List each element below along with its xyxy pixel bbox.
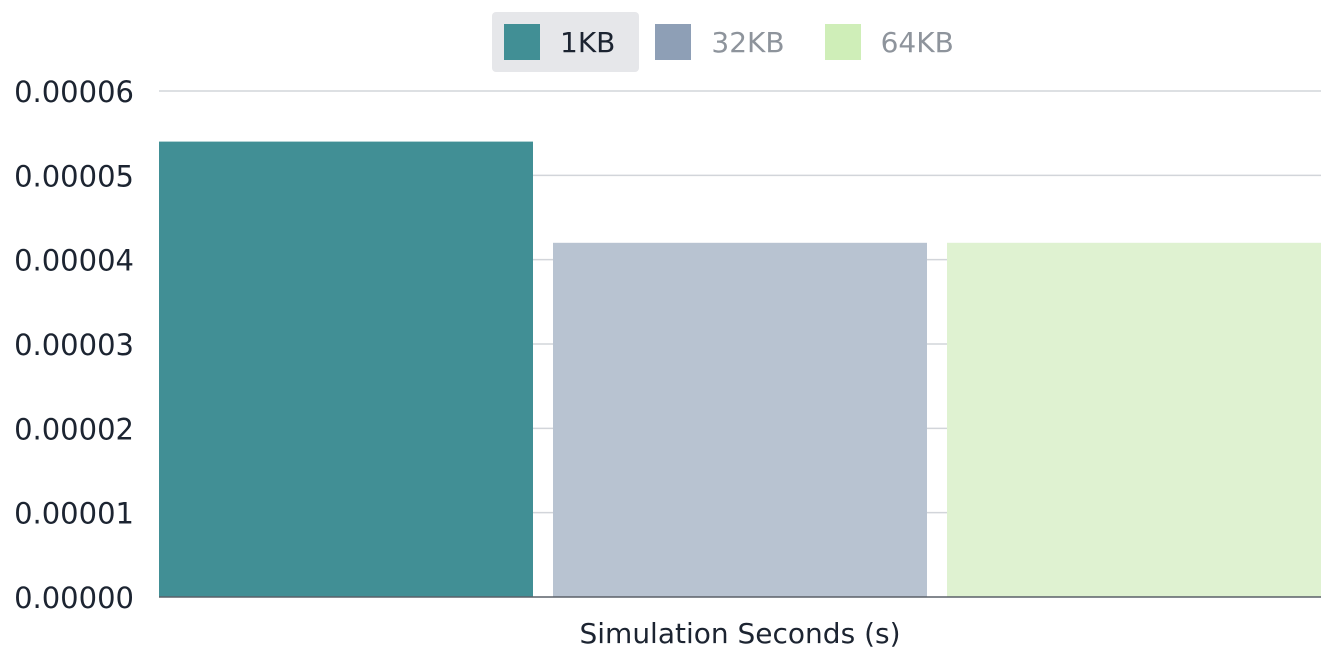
legend-swatch-1kb [504, 24, 540, 60]
y-tick-label: 0.00004 [14, 244, 134, 278]
legend-swatch-64kb [824, 24, 861, 60]
y-tick-label: 0.00000 [14, 581, 134, 615]
legend-item-32kb[interactable]: 32KB [643, 12, 808, 72]
legend: 1KB 32KB 64KB [492, 12, 982, 72]
bars [159, 141, 1321, 598]
bar-64kb[interactable] [947, 242, 1321, 598]
x-axis-label: Simulation Seconds (s) [579, 617, 900, 650]
legend-item-64kb[interactable]: 64KB [813, 12, 978, 72]
bar-32kb[interactable] [553, 242, 927, 598]
legend-swatch-32kb [655, 24, 692, 60]
legend-label-64kb: 64KB [880, 25, 954, 59]
y-tick-label: 0.00006 [14, 75, 134, 109]
legend-item-1kb[interactable]: 1KB [492, 12, 640, 72]
legend-label-32kb: 32KB [711, 25, 785, 59]
y-axis-tick-labels: 0.00000 0.00001 0.00002 0.00003 0.00004 0.000… [14, 75, 134, 615]
y-tick-label: 0.00001 [14, 497, 134, 531]
bar-1kb[interactable] [159, 141, 533, 597]
y-tick-label: 0.00003 [14, 328, 134, 362]
legend-label-1kb: 1KB [560, 25, 616, 59]
y-tick-label: 0.00005 [14, 159, 134, 193]
y-tick-label: 0.00002 [14, 412, 134, 446]
